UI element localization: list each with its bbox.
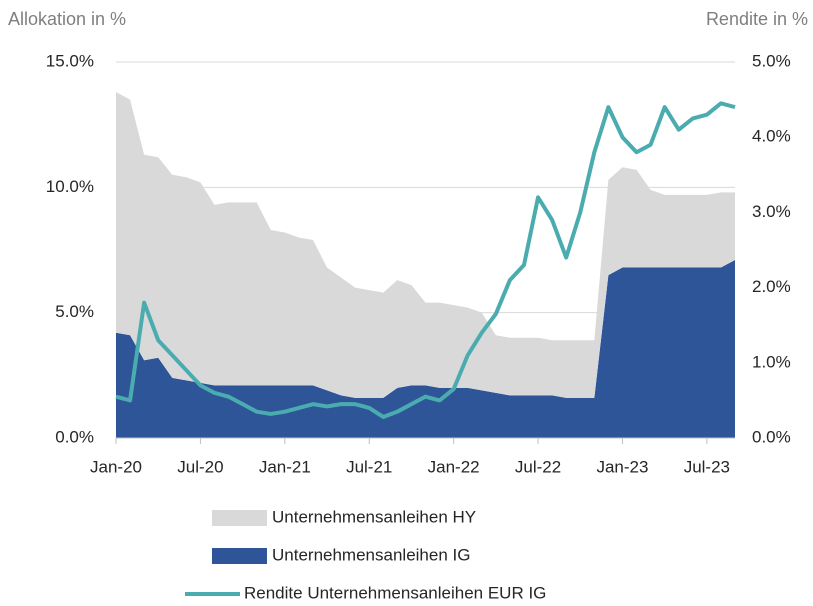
x-tick-label: Jul-22 bbox=[515, 457, 561, 476]
y-tick-label: 0.0% bbox=[55, 427, 94, 446]
x-tick-label: Jul-23 bbox=[684, 457, 730, 476]
y2-tick-label: 0.0% bbox=[752, 427, 791, 446]
x-tick-label: Jan-21 bbox=[259, 457, 311, 476]
y-axis-title: Allokation in % bbox=[8, 9, 126, 29]
x-tick-label: Jul-21 bbox=[346, 457, 392, 476]
line bbox=[115, 101, 736, 419]
y-tick-label: 5.0% bbox=[55, 302, 94, 321]
x-tick-label: Jan-23 bbox=[596, 457, 648, 476]
area bbox=[116, 260, 735, 438]
legend-label: Unternehmensanleihen HY bbox=[272, 507, 476, 526]
y2-tick-label: 3.0% bbox=[752, 202, 791, 221]
x-tick-label: Jul-20 bbox=[177, 457, 223, 476]
y2-tick-label: 4.0% bbox=[752, 127, 791, 146]
y2-tick-label: 1.0% bbox=[752, 352, 791, 371]
y-tick-label: 10.0% bbox=[46, 177, 94, 196]
x-tick-label: Jan-20 bbox=[90, 457, 142, 476]
x-tick-label: Jan-22 bbox=[428, 457, 480, 476]
y2-tick-label: 2.0% bbox=[752, 277, 791, 296]
y2-axis-title: Rendite in % bbox=[706, 9, 808, 29]
area bbox=[116, 92, 735, 398]
y-tick-label: 15.0% bbox=[46, 51, 94, 70]
legend-label: Unternehmensanleihen IG bbox=[272, 545, 470, 564]
legend-swatch bbox=[212, 510, 267, 526]
y2-tick-label: 5.0% bbox=[752, 51, 791, 70]
legend-swatch bbox=[212, 548, 267, 564]
legend-label: Rendite Unternehmensanleihen EUR IG bbox=[244, 583, 546, 602]
